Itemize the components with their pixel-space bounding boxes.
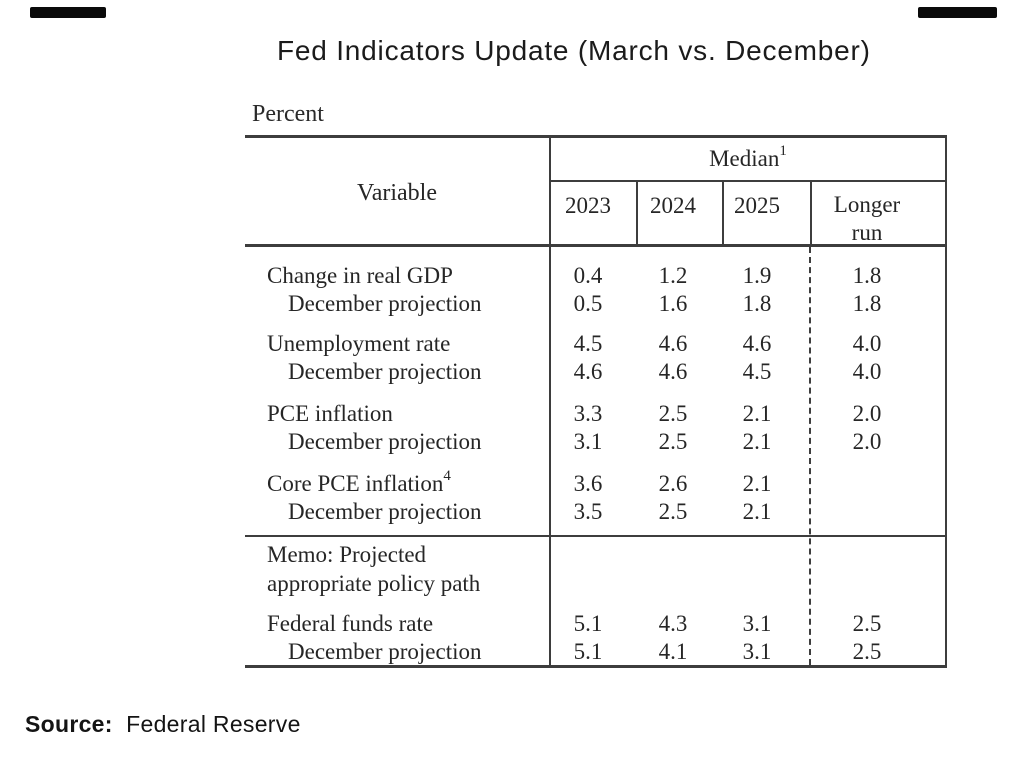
table-bottom-rule (245, 665, 947, 668)
longer-run-line2: run (851, 220, 883, 245)
row-label: December projection (288, 291, 482, 316)
cell-2024: 4.6 (658, 359, 688, 384)
cell-2023: 3.1 (573, 429, 603, 454)
column-header-2025: 2025 (734, 193, 780, 218)
page-title: Fed Indicators Update (March vs. Decembe… (277, 35, 871, 66)
cell-longer-run: 4.0 (852, 359, 882, 384)
header-divider-2025-longer (810, 182, 812, 244)
row-label: December projection (288, 499, 482, 524)
cell-2023: 4.5 (573, 331, 603, 356)
cell-2025: 1.8 (742, 291, 772, 316)
cell-2025: 2.1 (742, 429, 772, 454)
redaction-bar-right (918, 7, 997, 18)
cell-longer-run: 2.0 (852, 401, 882, 426)
median-footnote-sup: 1 (779, 143, 787, 160)
redaction-bar-left (30, 7, 106, 18)
column-header-median: Median1 (551, 144, 945, 173)
projections-table: Variable Median1 2023 2024 2025 Longer r… (245, 135, 947, 668)
core-pce-footnote-sup: 4 (443, 468, 451, 485)
row-label: December projection (288, 429, 482, 454)
memo-line2: appropriate policy path (267, 571, 481, 596)
table-row-core-pce-december: December projection 3.5 2.5 2.1 (245, 497, 947, 526)
table-row-fed-funds-december: December projection 5.1 4.1 3.1 2.5 (245, 637, 947, 666)
table-row-gdp-december: December projection 0.5 1.6 1.8 1.8 (245, 289, 947, 318)
cell-2023: 3.5 (573, 499, 603, 524)
cell-longer-run: 2.5 (852, 639, 882, 664)
header-bottom-rule (245, 244, 947, 247)
median-text: Median (709, 146, 780, 171)
column-header-2024: 2024 (650, 193, 696, 218)
table-row-unemployment-december: December projection 4.6 4.6 4.5 4.0 (245, 357, 947, 386)
median-underline-rule (549, 180, 947, 182)
source-value: Federal Reserve (119, 711, 300, 737)
cell-2023: 3.6 (573, 471, 603, 496)
cell-2025: 3.1 (742, 639, 772, 664)
cell-2023: 4.6 (573, 359, 603, 384)
cell-2025: 1.9 (742, 263, 772, 288)
cell-2025: 4.5 (742, 359, 772, 384)
cell-2023: 3.3 (573, 401, 603, 426)
column-header-longer-run: Longer run (812, 191, 922, 247)
cell-2024: 1.6 (658, 291, 688, 316)
row-label: PCE inflation (267, 401, 393, 426)
table-row-unemployment: Unemployment rate 4.5 4.6 4.6 4.0 (245, 329, 947, 358)
cell-2023: 0.5 (573, 291, 603, 316)
cell-2024: 4.6 (658, 331, 688, 356)
cell-longer-run: 2.0 (852, 429, 882, 454)
row-label: Core PCE inflation4 (267, 469, 451, 498)
cell-2025: 4.6 (742, 331, 772, 356)
cell-2023: 5.1 (573, 639, 603, 664)
variable-column-divider (549, 135, 551, 668)
source-line: Source: Federal Reserve (25, 708, 301, 740)
cell-longer-run: 4.0 (852, 331, 882, 356)
row-label: Unemployment rate (267, 331, 451, 356)
cell-2023: 0.4 (573, 263, 603, 288)
cell-longer-run: 1.8 (852, 263, 882, 288)
cell-2025: 2.1 (742, 499, 772, 524)
cell-2023: 5.1 (573, 611, 603, 636)
table-top-rule (245, 135, 947, 138)
longer-run-line1: Longer (833, 192, 901, 217)
cell-2024: 2.5 (658, 429, 688, 454)
row-label: Change in real GDP (267, 263, 453, 288)
row-label: December projection (288, 359, 482, 384)
table-row-fed-funds: Federal funds rate 5.1 4.3 3.1 2.5 (245, 609, 947, 638)
cell-2024: 1.2 (658, 263, 688, 288)
cell-2024: 2.5 (658, 499, 688, 524)
memo-label: Memo: Projected appropriate policy path (267, 540, 480, 598)
cell-2024: 2.6 (658, 471, 688, 496)
table-row-pce: PCE inflation 3.3 2.5 2.1 2.0 (245, 399, 947, 428)
cell-longer-run: 1.8 (852, 291, 882, 316)
column-header-2023: 2023 (565, 193, 611, 218)
table-row-pce-december: December projection 3.1 2.5 2.1 2.0 (245, 427, 947, 456)
cell-2025: 3.1 (742, 611, 772, 636)
header-divider-2024-2025 (722, 182, 724, 244)
cell-2025: 2.1 (742, 401, 772, 426)
memo-line1: Memo: Projected (267, 542, 427, 567)
row-label: December projection (288, 639, 482, 664)
table-row-core-pce: Core PCE inflation4 3.6 2.6 2.1 (245, 469, 947, 498)
source-value-text: Federal Reserve (126, 711, 301, 737)
longer-run-dashed-divider (809, 247, 811, 665)
cell-2024: 4.1 (658, 639, 688, 664)
row-label: Federal funds rate (267, 611, 434, 636)
unit-label: Percent (252, 101, 324, 127)
cell-2024: 4.3 (658, 611, 688, 636)
cell-2024: 2.5 (658, 401, 688, 426)
table-right-border (945, 135, 947, 668)
header-divider-2023-2024 (636, 182, 638, 244)
cell-longer-run: 2.5 (852, 611, 882, 636)
source-label: Source: (25, 711, 113, 737)
core-pce-text: Core PCE inflation (267, 471, 444, 496)
table-row-gdp: Change in real GDP 0.4 1.2 1.9 1.8 (245, 261, 947, 290)
column-header-variable: Variable (357, 180, 437, 206)
memo-separator-rule (245, 535, 947, 537)
cell-2025: 2.1 (742, 471, 772, 496)
